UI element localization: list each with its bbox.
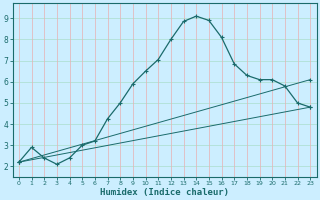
X-axis label: Humidex (Indice chaleur): Humidex (Indice chaleur) [100, 188, 229, 197]
